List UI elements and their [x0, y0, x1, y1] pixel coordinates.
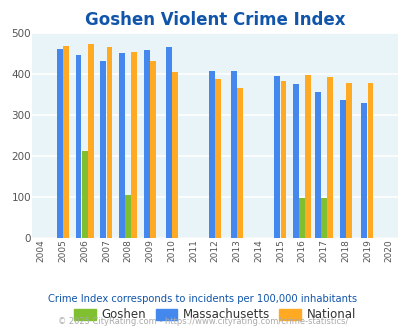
Bar — [215, 79, 221, 238]
Bar — [119, 53, 125, 238]
Bar — [360, 103, 367, 238]
Bar — [280, 81, 286, 238]
Bar — [230, 72, 236, 238]
Bar — [107, 47, 112, 238]
Bar — [165, 47, 171, 238]
Bar — [81, 151, 87, 238]
Bar — [339, 100, 345, 238]
Bar — [144, 50, 149, 238]
Bar — [320, 198, 326, 238]
Bar — [314, 91, 320, 238]
Bar — [292, 84, 298, 238]
Bar — [150, 61, 156, 238]
Legend: Goshen, Massachusetts, National: Goshen, Massachusetts, National — [70, 305, 359, 325]
Bar — [131, 52, 137, 238]
Bar — [63, 46, 69, 238]
Bar — [345, 82, 351, 238]
Bar — [57, 50, 63, 238]
Bar — [237, 88, 242, 238]
Bar — [171, 72, 177, 238]
Bar — [100, 61, 106, 238]
Bar — [298, 198, 304, 238]
Bar — [209, 72, 215, 238]
Text: © 2025 CityRating.com - https://www.cityrating.com/crime-statistics/: © 2025 CityRating.com - https://www.city… — [58, 317, 347, 326]
Bar — [87, 45, 94, 238]
Bar — [75, 55, 81, 238]
Bar — [274, 76, 279, 238]
Title: Goshen Violent Crime Index: Goshen Violent Crime Index — [85, 11, 345, 29]
Text: Crime Index corresponds to incidents per 100,000 inhabitants: Crime Index corresponds to incidents per… — [48, 294, 357, 304]
Bar — [326, 77, 332, 238]
Bar — [125, 195, 131, 238]
Bar — [305, 75, 310, 238]
Bar — [367, 82, 373, 238]
